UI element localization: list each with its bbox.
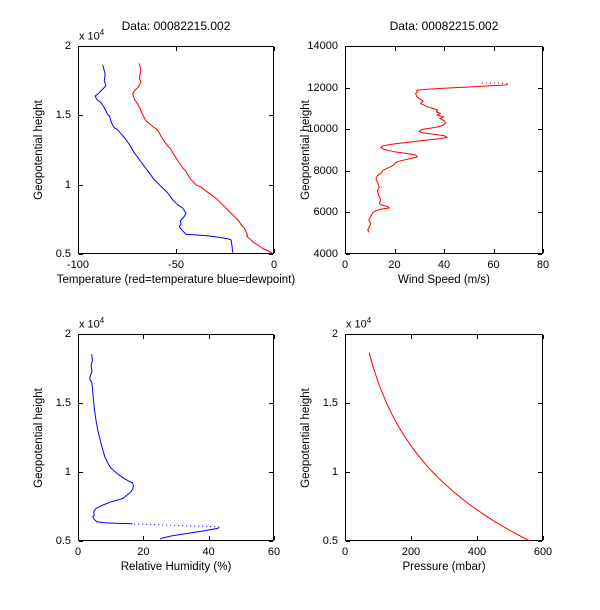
y-tick-label: 4000 [313, 248, 338, 260]
x-tick-label: -50 [168, 259, 184, 271]
plot-title: Data: 00082215.002 [121, 19, 231, 33]
wind-speed-plot: Data: 00082215.002 Wind Speed (m/s) Geop… [300, 19, 549, 286]
x-tick-label: 0 [341, 546, 349, 558]
y-tick-label: 0.5 [55, 535, 71, 547]
y-axis-multiplier: x 104 [79, 316, 104, 331]
x-tick-label: 40 [437, 259, 451, 271]
y-tick-label: 8000 [313, 164, 338, 177]
plot-canvas [78, 46, 275, 255]
y-axis-multiplier: x 104 [346, 316, 371, 331]
y-tick-label: 1.5 [322, 397, 338, 409]
plot-canvas [78, 334, 275, 542]
pressure-plot: x 104 Pressure (mbar) Geopotential heigh… [300, 316, 552, 573]
x-tick-label: 400 [467, 546, 487, 558]
x-tick-label: 20 [388, 259, 401, 271]
x-axis-label: Pressure (mbar) [402, 561, 486, 573]
y-tick-label: 0.5 [322, 535, 338, 547]
y-axis-label: Geopotential height [33, 387, 45, 488]
y-axis-multiplier: x 104 [79, 28, 104, 43]
y-tick-label: 2 [64, 40, 71, 52]
y-multiplier-base: x 10 [79, 318, 100, 331]
x-tick-label: 20 [137, 546, 150, 558]
y-multiplier-base: x 10 [79, 30, 100, 43]
y-tick-label: 2 [331, 328, 338, 340]
x-tick-label: 0 [270, 259, 278, 271]
y-axis-label: Geopotential height [33, 100, 45, 200]
y-tick-label: 6000 [313, 206, 338, 219]
temperature-plot: Data: 00082215.002 x 104 Temperature (re… [33, 19, 295, 286]
y-multiplier-base: x 10 [346, 318, 367, 331]
series-pressure [368, 352, 531, 542]
x-tick-label: 0 [341, 259, 349, 271]
series-wind-speed [367, 83, 509, 233]
plot-canvas [345, 46, 544, 255]
y-multiplier-exponent: 4 [366, 316, 372, 325]
y-tick-label: 12000 [307, 81, 338, 94]
y-tick-label: 10000 [307, 123, 338, 136]
x-tick-label: 80 [536, 259, 550, 271]
x-tick-label: 60 [267, 546, 281, 558]
x-tick-label: 600 [533, 546, 553, 558]
x-axis-label: Wind Speed (m/s) [397, 274, 491, 286]
y-tick-label: 1 [331, 466, 338, 478]
y-tick-label: 1 [64, 178, 71, 191]
x-axis-label: Relative Humidity (%) [120, 561, 232, 573]
series-relative-humidity-lower [159, 526, 220, 540]
plot-title: Data: 00082215.002 [389, 19, 499, 33]
y-multiplier-exponent: 4 [99, 316, 105, 325]
y-tick-label: 1 [64, 466, 71, 478]
x-tick-label: 60 [487, 259, 500, 271]
x-axis-label: Temperature (red=temperature blue=dewpoi… [56, 274, 296, 286]
plot-canvas [345, 334, 544, 542]
y-tick-label: 14000 [307, 40, 338, 52]
series-temperature [132, 63, 274, 254]
x-tick-label: 0 [74, 546, 82, 558]
y-tick-label: 2 [64, 328, 71, 340]
y-multiplier-exponent: 4 [99, 28, 105, 37]
x-tick-label: 200 [401, 546, 421, 558]
relative-humidity-plot: x 104 Relative Humidity (%) Geopotential… [33, 316, 280, 573]
series-relative-humidity-gap [134, 523, 218, 528]
series-relative-humidity-upper [89, 354, 134, 525]
y-axis-label: Geopotential height [300, 100, 312, 200]
x-tick-label: -100 [66, 259, 90, 271]
y-tick-label: 0.5 [55, 248, 71, 260]
y-tick-label: 1.5 [55, 397, 71, 409]
y-axis-label: Geopotential height [300, 387, 312, 488]
x-tick-label: 40 [202, 546, 215, 558]
series-dewpoint [94, 64, 234, 253]
y-tick-label: 1.5 [55, 109, 71, 122]
